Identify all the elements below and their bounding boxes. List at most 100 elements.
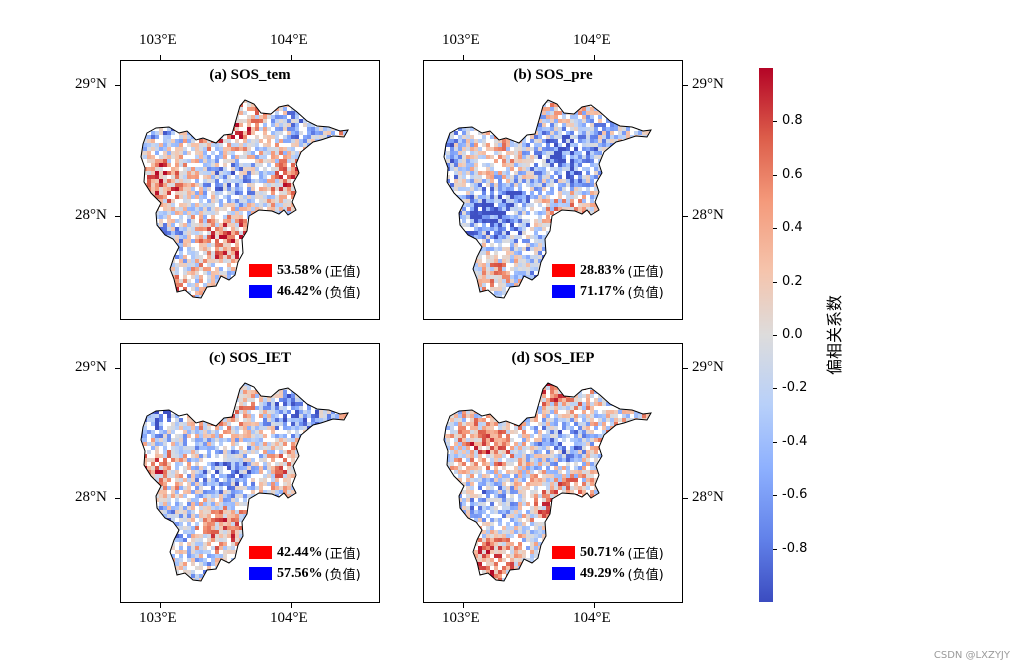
panel-title: (c) SOS_IET (208, 350, 292, 366)
positive-label: (正值) (627, 265, 664, 280)
colorbar-tick-mark (773, 282, 777, 283)
panel-title: (b) SOS_pre (513, 67, 593, 83)
tick-mark (115, 368, 120, 369)
tick-mark (291, 603, 292, 608)
negative-label: (负值) (324, 286, 361, 301)
legend: 28.83% (正值) 71.17% (负值) (552, 260, 664, 302)
lon-tick-label: 103°E (442, 610, 480, 626)
region-boundary (140, 382, 349, 582)
lon-tick-label: 104°E (573, 610, 611, 626)
colorbar-tick-mark (773, 228, 777, 229)
tick-mark (683, 216, 688, 217)
negative-label: (负值) (324, 568, 361, 583)
lat-tick-label: 29°N (692, 76, 724, 92)
tick-mark (291, 55, 292, 60)
legend-negative: 46.42% (负值) (249, 281, 361, 302)
colorbar-tick-label: -0.2 (782, 380, 808, 395)
positive-percent: 28.83% (580, 262, 626, 278)
positive-percent: 42.44% (277, 544, 323, 560)
legend-negative: 71.17% (负值) (552, 281, 664, 302)
panel-b: (b) SOS_pre 28.83% (正值) 71.17% (负值) (423, 60, 683, 320)
colorbar-tick-mark (773, 175, 777, 176)
lon-tick-label: 104°E (573, 32, 611, 48)
legend-positive: 42.44% (正值) (249, 542, 361, 563)
legend: 50.71% (正值) 49.29% (负值) (552, 542, 664, 584)
colorbar-tick-label: 0.2 (782, 274, 803, 289)
lon-tick-label: 103°E (442, 32, 480, 48)
colorbar-tick-mark (773, 549, 777, 550)
positive-swatch (249, 546, 272, 559)
tick-mark (594, 55, 595, 60)
tick-mark (160, 603, 161, 608)
negative-label: (负值) (627, 286, 664, 301)
negative-swatch (249, 567, 272, 580)
colorbar-tick-label: 0.4 (782, 220, 803, 235)
lat-tick-label: 28°N (75, 207, 107, 223)
lat-tick-label: 29°N (75, 76, 107, 92)
positive-percent: 50.71% (580, 544, 626, 560)
region-boundary (140, 99, 349, 299)
positive-swatch (552, 264, 575, 277)
positive-label: (正值) (627, 547, 664, 562)
correlation-map-a (140, 99, 349, 299)
watermark: CSDN @LXZYJY (933, 650, 1010, 661)
region-boundary (443, 382, 652, 582)
lat-tick-label: 28°N (692, 207, 724, 223)
tick-mark (683, 498, 688, 499)
colorbar-tick-label: -0.8 (782, 541, 808, 556)
colorbar-tick-label: -0.4 (782, 434, 808, 449)
panel-title: (d) SOS_IEP (511, 350, 595, 366)
colorbar-tick-label: 0.8 (782, 113, 803, 128)
colorbar-tick-mark (773, 495, 777, 496)
colorbar-tick-mark (773, 442, 777, 443)
negative-label: (负值) (627, 568, 664, 583)
region-boundary (443, 99, 652, 299)
tick-mark (115, 498, 120, 499)
tick-mark (463, 55, 464, 60)
tick-mark (463, 603, 464, 608)
panel-c: (c) SOS_IET 42.44% (正值) 57.56% (负值) (120, 343, 380, 603)
legend-negative: 57.56% (负值) (249, 563, 361, 584)
colorbar-tick-mark (773, 121, 777, 122)
legend: 42.44% (正值) 57.56% (负值) (249, 542, 361, 584)
legend-positive: 28.83% (正值) (552, 260, 664, 281)
lon-tick-label: 103°E (139, 32, 177, 48)
tick-mark (594, 603, 595, 608)
positive-label: (正值) (324, 547, 361, 562)
negative-swatch (552, 567, 575, 580)
positive-percent: 53.58% (277, 262, 323, 278)
colorbar-tick-label: 0.0 (782, 327, 803, 342)
colorbar-tick-mark (773, 388, 777, 389)
negative-percent: 46.42% (277, 283, 323, 299)
legend-positive: 50.71% (正值) (552, 542, 664, 563)
panel-a: (a) SOS_tem 53.58% (正值) 46.42% (负值) (120, 60, 380, 320)
negative-percent: 57.56% (277, 565, 323, 581)
lon-tick-label: 104°E (270, 32, 308, 48)
negative-swatch (552, 285, 575, 298)
lat-tick-label: 29°N (692, 359, 724, 375)
negative-percent: 49.29% (580, 565, 626, 581)
legend-positive: 53.58% (正值) (249, 260, 361, 281)
correlation-map-d (443, 382, 652, 582)
negative-percent: 71.17% (580, 283, 626, 299)
lon-tick-label: 103°E (139, 610, 177, 626)
lat-tick-label: 28°N (75, 489, 107, 505)
tick-mark (683, 85, 688, 86)
tick-mark (160, 55, 161, 60)
tick-mark (115, 85, 120, 86)
legend: 53.58% (正值) 46.42% (负值) (249, 260, 361, 302)
tick-mark (683, 368, 688, 369)
lat-tick-label: 29°N (75, 359, 107, 375)
colorbar-tick-label: -0.6 (782, 487, 808, 502)
lat-tick-label: 28°N (692, 489, 724, 505)
tick-mark (115, 216, 120, 217)
negative-swatch (249, 285, 272, 298)
legend-negative: 49.29% (负值) (552, 563, 664, 584)
positive-swatch (249, 264, 272, 277)
colorbar-label: 偏相关系数 (825, 294, 844, 376)
positive-swatch (552, 546, 575, 559)
colorbar-tick-mark (773, 335, 777, 336)
colorbar (759, 68, 773, 602)
positive-label: (正值) (324, 265, 361, 280)
colorbar-tick-label: 0.6 (782, 167, 803, 182)
